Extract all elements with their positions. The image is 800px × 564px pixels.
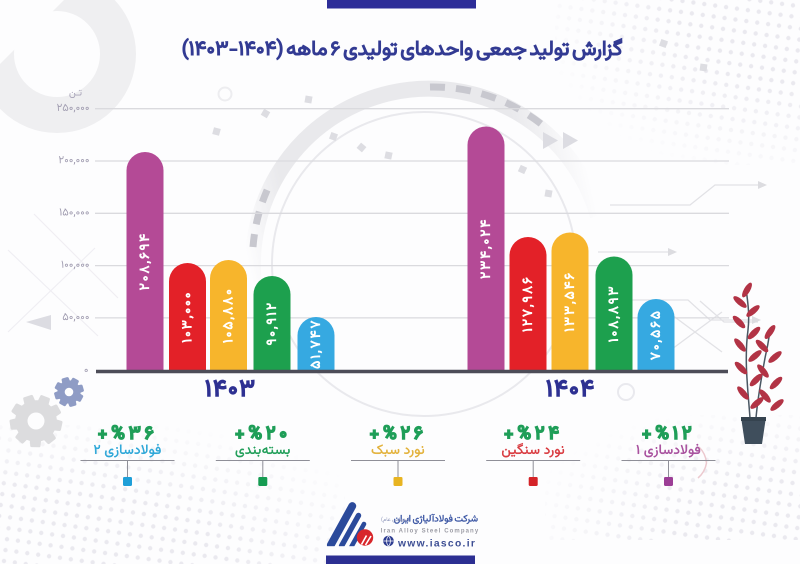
svg-text:Iran Alloy Steel Company: Iran Alloy Steel Company [381,529,480,535]
svg-text:www.iasco.ir: www.iasco.ir [397,539,476,550]
